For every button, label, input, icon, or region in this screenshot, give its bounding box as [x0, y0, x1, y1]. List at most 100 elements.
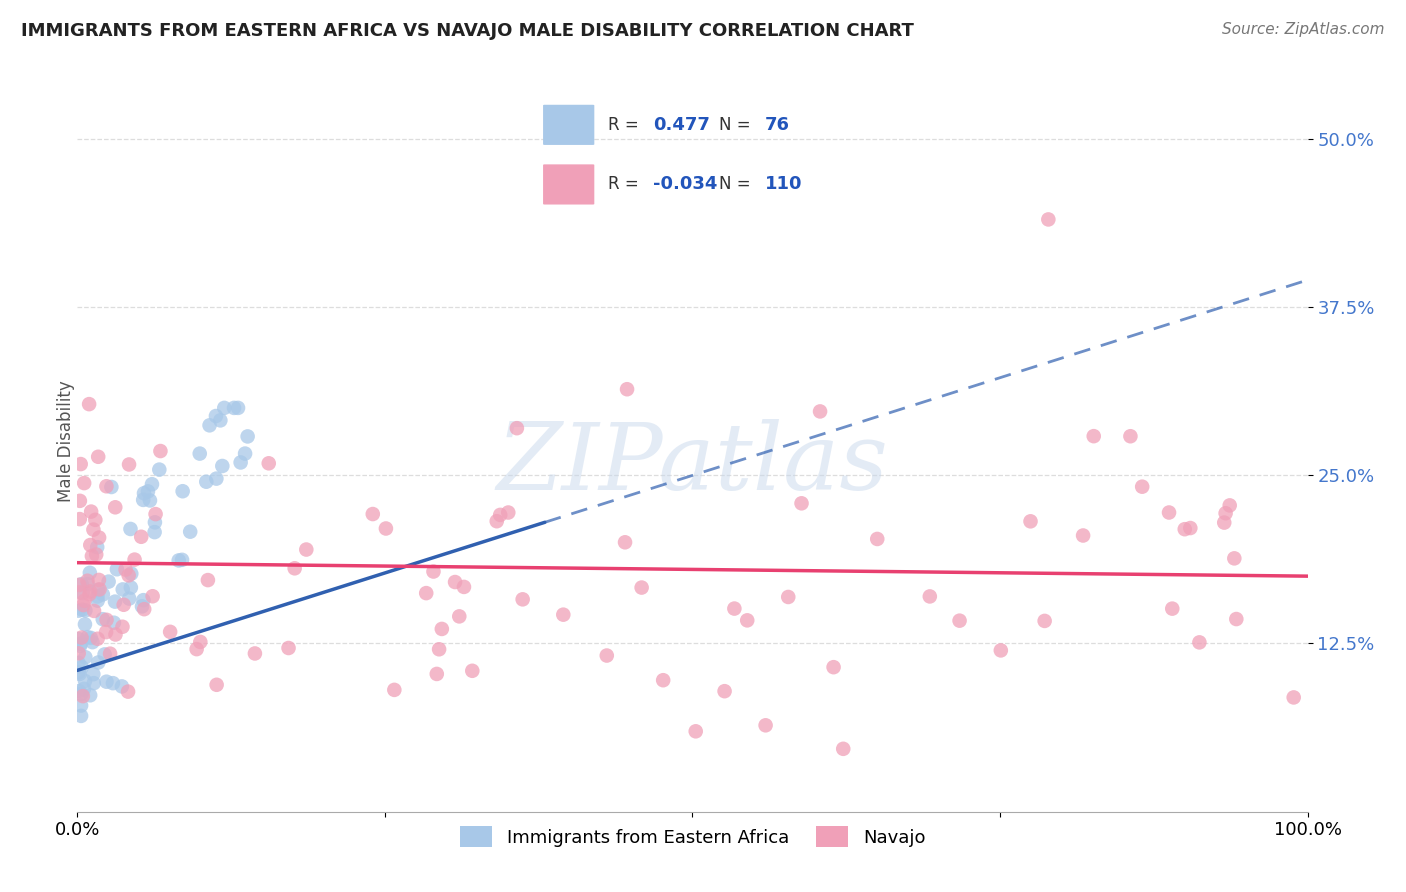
Point — [1219, 499, 1241, 513]
Point — [167, 553, 190, 567]
Text: IMMIGRANTS FROM EASTERN AFRICA VS NAVAJO MALE DISABILITY CORRELATION CHART: IMMIGRANTS FROM EASTERN AFRICA VS NAVAJO… — [21, 22, 914, 40]
Point — [143, 516, 166, 530]
Point — [79, 584, 101, 599]
Point — [111, 620, 134, 634]
Point — [69, 667, 91, 681]
Point — [209, 413, 232, 427]
Point — [735, 613, 758, 627]
Point — [652, 673, 675, 688]
Point — [790, 496, 813, 510]
Point — [76, 630, 98, 644]
Point — [84, 513, 107, 527]
Point — [229, 455, 252, 469]
Point — [72, 603, 94, 617]
Point — [69, 457, 91, 471]
Point — [124, 552, 146, 566]
Point — [82, 635, 104, 649]
Point — [104, 500, 127, 515]
Point — [69, 637, 91, 651]
Point — [188, 635, 211, 649]
Point — [1174, 522, 1197, 536]
Point — [94, 625, 117, 640]
Point — [96, 479, 118, 493]
Point — [70, 660, 93, 674]
Point — [257, 456, 280, 470]
Point — [188, 447, 211, 461]
Point — [111, 582, 134, 597]
Point — [120, 566, 142, 581]
Point — [87, 531, 110, 545]
Point — [197, 573, 219, 587]
Point — [104, 627, 127, 641]
Point — [97, 574, 120, 589]
Point — [72, 598, 94, 612]
Point — [1213, 516, 1236, 530]
Point — [1038, 212, 1060, 227]
Point — [139, 493, 162, 508]
Point — [104, 594, 127, 608]
Point — [1119, 429, 1142, 443]
Point — [120, 581, 142, 595]
Point — [118, 458, 141, 472]
Point — [489, 508, 512, 522]
Point — [506, 421, 529, 435]
Point — [76, 574, 98, 588]
Point — [1215, 506, 1237, 520]
Point — [453, 580, 475, 594]
Point — [98, 647, 121, 661]
Point — [1033, 614, 1056, 628]
Point — [91, 587, 114, 601]
Point — [73, 617, 96, 632]
Text: Source: ZipAtlas.com: Source: ZipAtlas.com — [1222, 22, 1385, 37]
Point — [630, 581, 652, 595]
Point — [1180, 521, 1202, 535]
Point — [86, 590, 108, 604]
Point — [120, 522, 142, 536]
Point — [614, 535, 637, 549]
Point — [129, 530, 152, 544]
Point — [145, 507, 167, 521]
Point — [243, 647, 266, 661]
Point — [86, 540, 108, 554]
Point — [382, 682, 405, 697]
Point — [485, 514, 508, 528]
Point — [79, 587, 101, 601]
Point — [498, 506, 520, 520]
Point — [72, 586, 94, 600]
Point — [80, 631, 103, 645]
Point — [295, 542, 318, 557]
Point — [96, 613, 118, 627]
Point — [284, 561, 307, 575]
Point — [1161, 601, 1184, 615]
Point — [159, 624, 181, 639]
Point — [69, 639, 91, 653]
Point — [170, 553, 193, 567]
Point — [823, 660, 845, 674]
Point — [211, 458, 233, 473]
Point — [179, 524, 201, 539]
Point — [1083, 429, 1105, 443]
Point — [233, 446, 256, 460]
Point — [616, 382, 638, 396]
Point — [143, 525, 166, 540]
Point — [832, 741, 855, 756]
Point — [1019, 514, 1042, 528]
Point — [195, 475, 218, 489]
Point — [70, 698, 93, 713]
Point — [83, 604, 105, 618]
Point — [1223, 551, 1246, 566]
Point — [77, 397, 100, 411]
Point — [141, 477, 163, 491]
Point — [685, 724, 707, 739]
Point — [75, 650, 97, 665]
Point — [808, 404, 831, 418]
Point — [430, 622, 453, 636]
Point — [132, 593, 155, 607]
Point — [1188, 635, 1211, 649]
Point — [553, 607, 575, 622]
Point — [118, 591, 141, 606]
Point — [866, 532, 889, 546]
Point — [70, 687, 93, 701]
Y-axis label: Male Disability: Male Disability — [58, 381, 75, 502]
Point — [75, 603, 97, 617]
